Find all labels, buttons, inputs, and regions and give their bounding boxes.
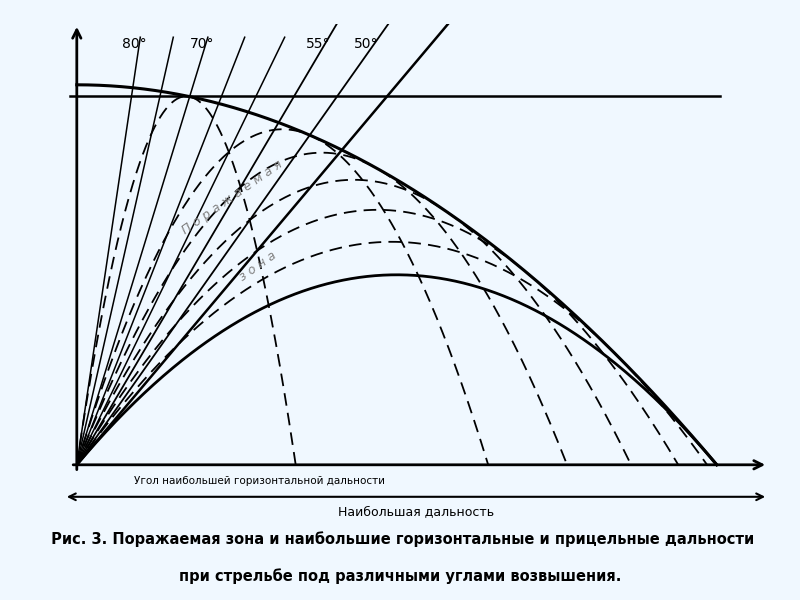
Text: Рис. 3. Поражаемая зона и наибольшие горизонтальные и прицельные дальности: Рис. 3. Поражаемая зона и наибольшие гор…: [46, 532, 754, 547]
Text: 80°: 80°: [122, 37, 146, 51]
Text: при стрельбе под различными углами возвышения.: при стрельбе под различными углами возвы…: [179, 569, 621, 584]
Text: Угол наибольшей горизонтальной дальности: Угол наибольшей горизонтальной дальности: [134, 476, 386, 486]
Text: 50°: 50°: [354, 37, 378, 51]
Text: П о р а ж а е м а я: П о р а ж а е м а я: [179, 158, 285, 237]
Text: з о н а: з о н а: [218, 249, 279, 298]
Text: Наибольшая дальность: Наибольшая дальность: [338, 505, 494, 518]
Text: 70°: 70°: [190, 37, 214, 51]
Text: 55°: 55°: [306, 37, 330, 51]
